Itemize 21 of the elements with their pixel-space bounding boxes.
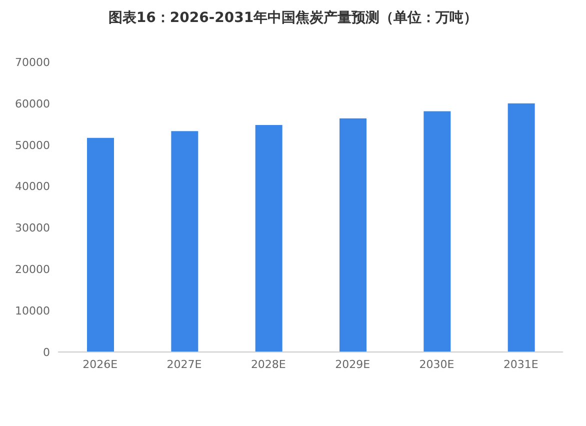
x-tick-label: 2028E [250,358,286,371]
x-tick-label: 2026E [82,358,118,371]
bar [508,103,535,352]
y-tick-label: 30000 [15,222,50,235]
bar [255,124,282,352]
bar [424,111,451,352]
chart-title: 图表16：2026-2031年中国焦炭产量预测（单位：万吨） [107,9,479,28]
bar [340,118,366,352]
y-tick-label: 0 [43,346,50,359]
x-tick-label: 2031E [503,358,538,371]
y-tick-label: 70000 [15,56,50,69]
y-tick-label: 10000 [15,304,50,318]
y-tick-label: 40000 [15,180,50,194]
bar [87,138,114,352]
x-tick-label: 2029E [335,358,370,371]
y-tick-label: 60000 [15,97,50,110]
bar [171,131,198,352]
y-tick-label: 20000 [15,263,50,276]
x-tick-label: 2030E [419,358,454,371]
y-tick-label: 50000 [15,138,50,152]
x-tick-label: 2027E [166,358,202,371]
